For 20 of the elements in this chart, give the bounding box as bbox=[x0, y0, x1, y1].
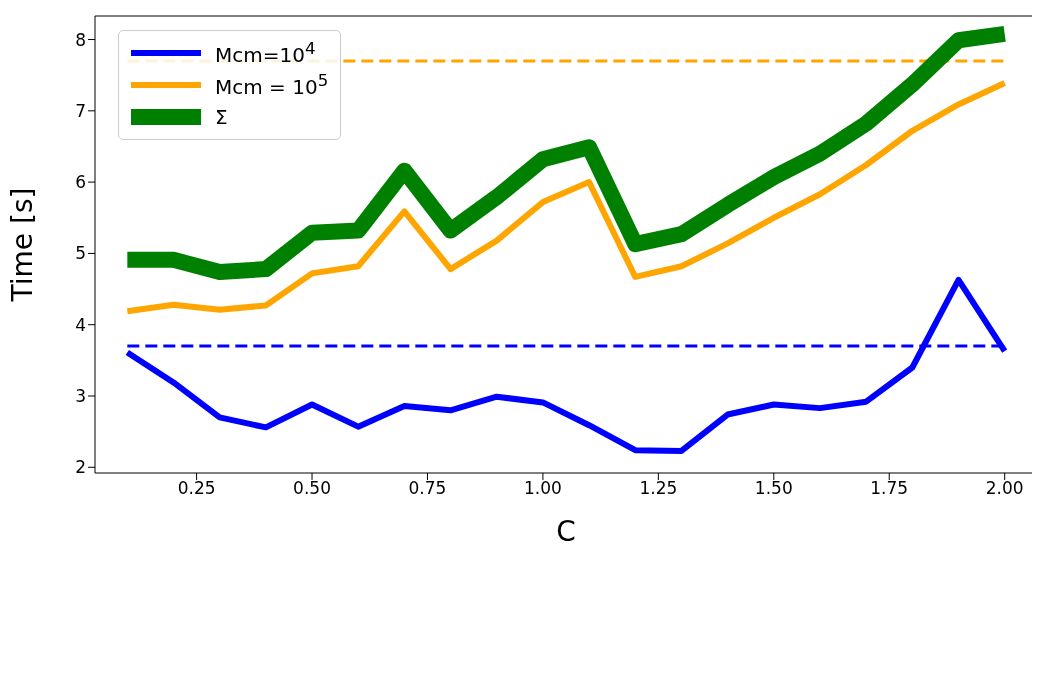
x-tick-label: 1.25 bbox=[639, 478, 678, 499]
y-tick-label: 7 bbox=[75, 100, 86, 121]
x-tick-label: 0.25 bbox=[177, 478, 216, 499]
x-axis-title: C bbox=[556, 515, 576, 548]
legend-label: Σ bbox=[215, 105, 228, 129]
y-axis-title: Time [s] bbox=[5, 187, 39, 303]
y-tick-label: 2 bbox=[75, 457, 86, 478]
x-tick-label: 1.75 bbox=[870, 478, 909, 499]
y-tick-label: 8 bbox=[75, 29, 86, 50]
y-tick-label: 6 bbox=[75, 172, 86, 193]
x-tick-label: 1.00 bbox=[523, 478, 562, 499]
x-tick-label: 0.50 bbox=[293, 478, 331, 499]
y-tick-label: 3 bbox=[75, 386, 86, 407]
x-tick-label: 0.75 bbox=[408, 478, 447, 499]
y-tick-label: 5 bbox=[75, 243, 86, 264]
x-tick-label: 2.00 bbox=[985, 478, 1024, 499]
legend-label: Mcm = 10$^{5}$ bbox=[215, 71, 329, 99]
legend-label: Mcm=10$^{4}$ bbox=[215, 39, 316, 67]
x-tick-label: 1.50 bbox=[754, 478, 793, 499]
y-tick-label: 4 bbox=[75, 314, 86, 335]
